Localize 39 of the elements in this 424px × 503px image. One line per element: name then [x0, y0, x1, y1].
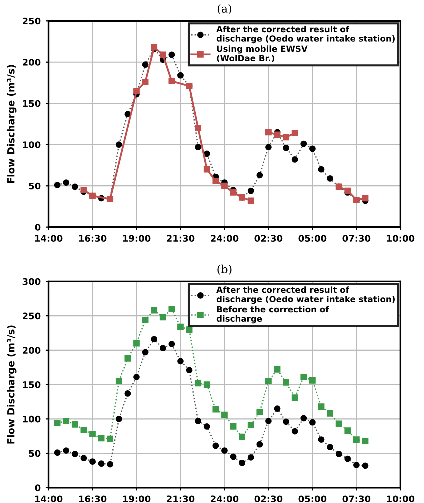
legend-label: After the corrected result of discharge (Oedo water intake station) [216, 26, 395, 44]
y-axis-title: Flow Discharge (m³/s) [7, 326, 17, 444]
chart-title: (b) [218, 264, 232, 276]
y-tick-label: 200 [22, 347, 41, 354]
x-tick-label: 10:00 [387, 235, 415, 242]
y-tick-label: 250 [22, 312, 41, 320]
x-tick-label: 21:30 [167, 235, 195, 242]
x-tick-label: 24:00 [211, 235, 239, 242]
x-tick-label: 24:00 [211, 496, 239, 503]
x-tick-label: 05:00 [298, 496, 327, 503]
x-tick-label: 02:30 [254, 496, 283, 503]
x-tick-label: 14:00 [35, 235, 63, 242]
x-tick-label: 19:00 [123, 235, 151, 242]
y-tick-label: 100 [23, 416, 41, 423]
y-tick-label: 200 [22, 59, 41, 66]
legend-label: After the corrected result of discharge (Oedo water intake station) [216, 286, 395, 304]
y-tick-label: 50 [29, 450, 41, 458]
y-tick-label: 150 [23, 382, 41, 388]
x-tick-label: 10:00 [387, 496, 415, 503]
y-tick-label: 250 [22, 18, 41, 25]
x-tick-label: 19:00 [123, 496, 151, 503]
x-tick-label: 21:30 [167, 496, 195, 503]
y-tick-label: 300 [22, 278, 41, 286]
x-tick-label: 05:00 [298, 235, 327, 242]
y-tick-label: 0 [35, 484, 41, 492]
y-tick-label: 100 [23, 142, 41, 148]
y-axis-title: Flow Discharge (m³/s) [7, 65, 17, 184]
x-tick-label: 02:30 [254, 235, 283, 242]
x-tick-label: 16:30 [79, 496, 107, 503]
legend-label: Before the correction of discharge [216, 306, 330, 324]
x-tick-label: 07:30 [342, 235, 371, 242]
y-tick-label: 150 [23, 100, 41, 108]
chart-title: (a) [218, 4, 232, 15]
y-tick-label: 50 [29, 182, 41, 190]
legend-label: Using mobile EWSV (WolDae Br.) [217, 46, 308, 62]
x-tick-label: 07:30 [342, 496, 371, 503]
x-tick-label: 16:30 [79, 235, 107, 242]
y-tick-label: 0 [35, 224, 41, 231]
x-tick-label: 14:00 [35, 496, 63, 503]
